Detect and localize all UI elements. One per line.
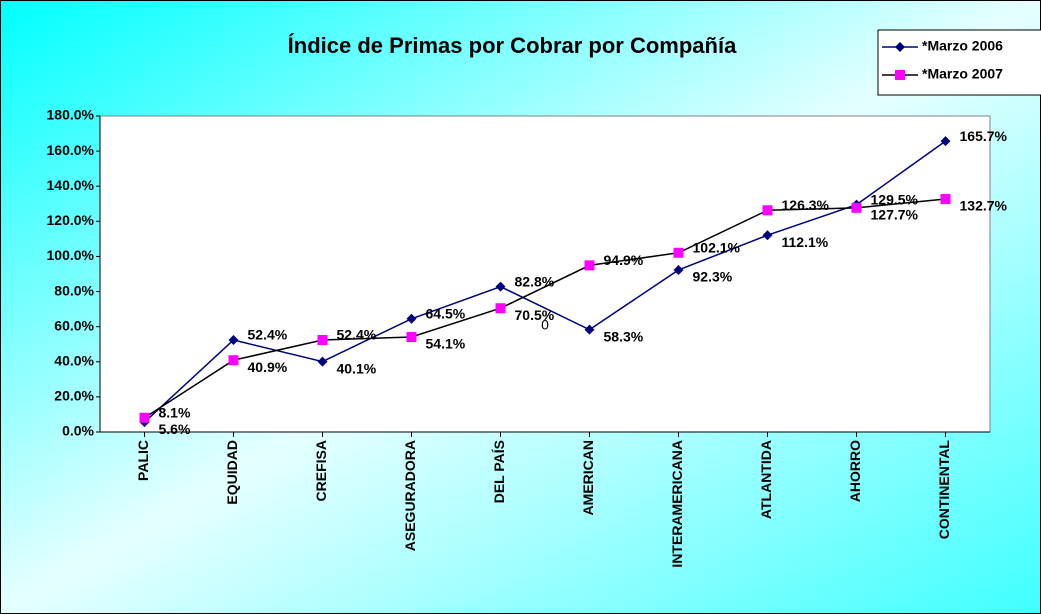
y-tick-label: 140.0% [47,177,95,193]
legend-label: *Marzo 2007 [922,66,1003,82]
y-tick-label: 180.0% [47,107,95,123]
y-tick-label: 160.0% [47,142,95,158]
legend-label: *Marzo 2006 [922,38,1003,54]
data-point [495,303,506,314]
y-tick-label: 80.0% [54,282,94,298]
annotation: 0 [541,317,549,333]
data-point [228,335,239,346]
data-label: 165.7% [960,128,1008,144]
data-label: 54.1% [426,336,466,352]
x-tick-label: AMERICAN [580,440,596,515]
data-label: 58.3% [604,328,644,344]
data-label: 64.5% [426,305,466,321]
x-tick-label: ASEGURADORA [402,440,418,551]
x-tick-label: DEL PAÍS [491,440,507,503]
plot-area [99,115,991,433]
data-point [673,264,684,275]
data-point [317,335,328,346]
data-label: 92.3% [693,269,733,285]
y-tick-label: 0.0% [62,423,94,439]
data-point [940,136,951,147]
y-tick-label: 100.0% [47,247,95,263]
data-label: 112.1% [782,234,829,250]
data-point [762,230,773,241]
x-tick-label: CONTINENTAL [936,440,952,540]
data-label: 8.1% [159,404,191,420]
x-tick-label: CREFISA [313,440,329,501]
data-point [495,281,506,292]
legend [877,29,1041,96]
data-point [762,205,773,216]
data-label: 129.5% [871,191,919,207]
x-tick-label: PALIC [135,440,151,481]
data-label: 82.8% [515,273,555,289]
data-label: 94.9% [604,252,644,268]
x-tick-label: AHORRO [847,440,863,502]
y-tick-label: 40.0% [54,352,94,368]
x-tick-label: INTERAMERICANA [669,440,685,568]
data-label: 102.1% [693,239,741,255]
data-label: 127.7% [871,207,919,223]
data-point [940,194,951,205]
data-label: 132.7% [960,198,1008,214]
data-point [851,202,862,213]
data-point [228,355,239,366]
y-tick-label: 120.0% [47,212,95,228]
data-label: 5.6% [159,421,191,437]
x-tick-label: ATLANTIDA [758,440,774,519]
data-point [584,260,595,271]
y-tick-label: 20.0% [54,388,94,404]
data-point [673,247,684,258]
data-point [406,332,417,343]
series-line [144,198,946,419]
legend-marker [895,42,905,52]
data-label: 40.1% [337,360,377,376]
data-label: 52.4% [248,327,288,343]
data-label: 70.5% [515,307,555,323]
data-point [406,313,417,324]
y-tick-label: 60.0% [54,317,94,333]
data-label: 52.4% [337,327,377,343]
legend-marker [895,70,905,80]
chart-title: Índice de Primas por Cobrar por Compañía [288,33,737,58]
data-point [584,324,595,335]
data-point [139,412,150,423]
data-label: 40.9% [248,359,288,375]
data-point [317,356,328,367]
x-tick-label: EQUIDAD [224,440,240,505]
data-label: 126.3% [782,197,830,213]
